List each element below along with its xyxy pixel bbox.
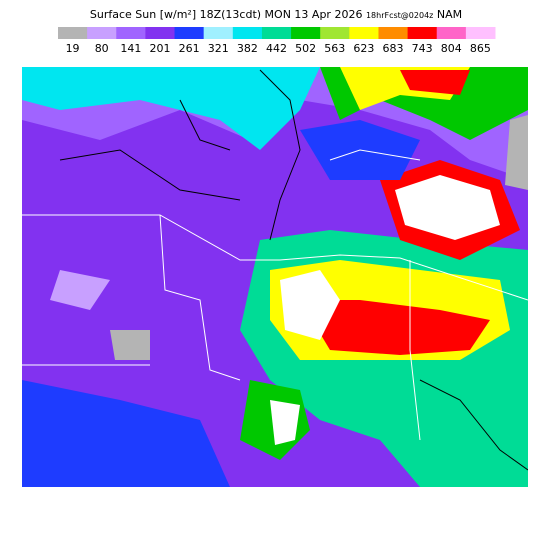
colorbar-label: 382: [237, 42, 258, 55]
run-info: 18hrFcst@0204z: [366, 11, 433, 20]
color-swatch: [261, 27, 292, 39]
color-swatch: [320, 27, 350, 39]
color-swatch: [349, 27, 379, 39]
colorbar: 19 80 141 201 261 321 382 442 502 563 623 683 743 804…: [58, 27, 496, 55]
colorbar-label: 80: [95, 42, 109, 55]
region: [505, 115, 528, 190]
region: [270, 400, 300, 445]
color-swatch: [87, 27, 117, 39]
colorbar-label: 201: [149, 42, 170, 55]
color-swatch: [174, 27, 205, 39]
color-swatch: [407, 27, 438, 39]
colorbar-label: 261: [179, 42, 200, 55]
color-swatch: [116, 27, 146, 39]
region: [395, 175, 500, 240]
colorbar-label: 865: [470, 42, 491, 55]
region: [22, 67, 320, 150]
colorbar-label: 743: [412, 42, 433, 55]
borders: [22, 149, 528, 441]
color-swatch: [145, 27, 176, 39]
colorbar-label: 563: [324, 42, 345, 55]
color-swatch: [436, 27, 467, 39]
region: [400, 70, 470, 95]
region: [300, 300, 490, 355]
model-name: NAM: [437, 8, 462, 21]
region: [110, 330, 150, 360]
region: [50, 270, 110, 310]
color-swatch: [291, 27, 321, 39]
coastlines: [59, 69, 528, 471]
color-swatch: [465, 27, 496, 39]
color-swatch: [378, 27, 409, 39]
map: [22, 67, 528, 487]
color-swatch: [58, 27, 88, 39]
colorbar-label: 141: [120, 42, 141, 55]
colorbar-label: 623: [353, 42, 374, 55]
color-swatch: [203, 27, 234, 39]
colorbar-label: 502: [295, 42, 316, 55]
colorbar-label: 442: [266, 42, 287, 55]
color-swatch: [232, 27, 263, 39]
colorbar-label: 19: [66, 42, 80, 55]
title-main: Surface Sun [w/m²] 18Z(13cdt) MON 13 Apr…: [90, 8, 363, 21]
colorbar-label: 683: [383, 42, 404, 55]
colorbar-label: 321: [208, 42, 229, 55]
region: [280, 270, 340, 340]
colorbar-label: 804: [441, 42, 462, 55]
region: [22, 380, 230, 487]
title: Surface Sun [w/m²] 18Z(13cdt) MON 13 Apr…: [90, 8, 462, 21]
